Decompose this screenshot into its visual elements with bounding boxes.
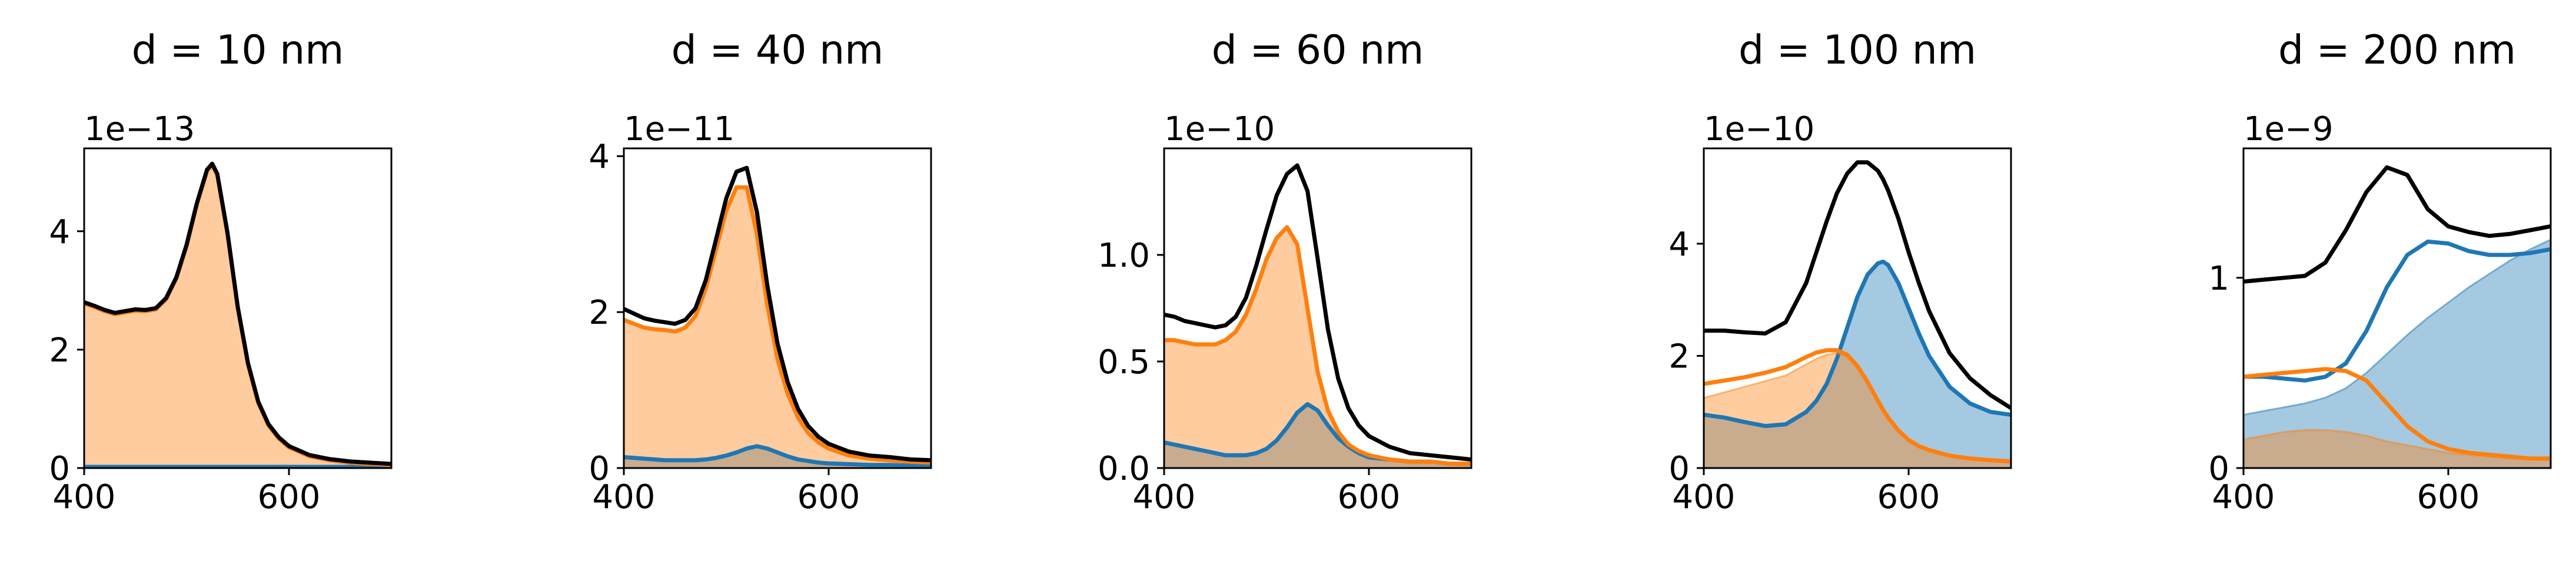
orange-series-line bbox=[2243, 367, 2551, 461]
orange-series-line bbox=[624, 185, 931, 465]
orange-fill-area bbox=[2243, 430, 2551, 468]
black-series-line bbox=[2243, 165, 2551, 284]
x-tick-label: 400 bbox=[1133, 478, 1196, 516]
x-tick-label: 400 bbox=[1673, 478, 1736, 516]
blue-series-line bbox=[2243, 239, 2551, 383]
subplot-title: d = 40 nm bbox=[672, 27, 884, 74]
subplot-5: 400 600 0 1 1e−9 d = 200 nm bbox=[2208, 27, 2552, 516]
y-tick-label: 0.5 bbox=[1098, 343, 1150, 381]
x-tick-label: 600 bbox=[797, 478, 860, 516]
y-tick-label: 0 bbox=[589, 450, 610, 488]
plot-area bbox=[1704, 160, 2011, 468]
y-tick-label: 2 bbox=[49, 331, 70, 370]
x-tick-label: 600 bbox=[2417, 478, 2480, 516]
y-tick-label: 4 bbox=[1668, 225, 1690, 264]
subplot-title: d = 10 nm bbox=[132, 27, 344, 74]
x-tick-label: 400 bbox=[2212, 478, 2275, 516]
orange-fill-area bbox=[624, 187, 931, 468]
subplot-title: d = 200 nm bbox=[2278, 27, 2516, 74]
x-tick-label: 600 bbox=[258, 478, 321, 516]
y-tick-label: 2 bbox=[1668, 337, 1690, 376]
orange-series-line bbox=[1164, 225, 1471, 466]
blue-series-line bbox=[1704, 259, 2011, 429]
subplot-1: 400 600 0 2 4 1e−13 d = 10 nm bbox=[49, 27, 393, 516]
black-series-line bbox=[624, 165, 931, 463]
blue-fill-area bbox=[2243, 240, 2551, 468]
axis-offset-label: 1e−10 bbox=[1704, 110, 1814, 148]
black-series-line bbox=[1164, 163, 1471, 462]
plot-area bbox=[2243, 165, 2551, 468]
blue-fill-area bbox=[624, 446, 931, 468]
orange-fill-area bbox=[1164, 227, 1471, 468]
y-tick-label: 0.0 bbox=[1098, 450, 1150, 488]
x-tick-label: 400 bbox=[593, 478, 656, 516]
plot-frame bbox=[623, 147, 932, 469]
y-tick-label: 0 bbox=[1668, 450, 1690, 488]
blue-series-line bbox=[2243, 238, 2551, 416]
y-tick-label: 0 bbox=[2208, 450, 2229, 488]
plot-area bbox=[1164, 163, 1471, 468]
plot-frame bbox=[1703, 147, 2012, 469]
axis-offset-label: 1e−9 bbox=[2243, 110, 2334, 148]
y-tick-label: 1.0 bbox=[1098, 237, 1150, 275]
blue-fill-area bbox=[1164, 404, 1471, 468]
axis-offset-label: 1e−10 bbox=[1164, 110, 1275, 148]
orange-fill-area bbox=[1704, 353, 2011, 468]
plot-frame bbox=[2242, 147, 2552, 469]
y-tick-label: 2 bbox=[589, 294, 610, 332]
x-tick-label: 600 bbox=[1877, 478, 1940, 516]
subplot-3: 400 600 0.0 0.5 1.0 1e−10 d = 60 nm bbox=[1098, 27, 1473, 516]
orange-series-line bbox=[1704, 348, 2011, 464]
y-tick-label: 4 bbox=[49, 213, 70, 251]
axis-offset-label: 1e−13 bbox=[84, 110, 195, 148]
plot-area bbox=[84, 161, 391, 468]
y-tick-label: 1 bbox=[2208, 260, 2229, 298]
y-tick-label: 0 bbox=[49, 450, 70, 488]
blue-series-line bbox=[624, 444, 931, 468]
plot-area bbox=[624, 165, 931, 468]
subplot-4: 400 600 0 2 4 1e−10 d = 100 nm bbox=[1668, 27, 2012, 516]
plot-frame bbox=[1163, 147, 1473, 469]
subplot-title: d = 60 nm bbox=[1212, 27, 1424, 74]
y-tick-label: 4 bbox=[589, 138, 610, 176]
plot-frame bbox=[83, 147, 393, 469]
x-tick-label: 600 bbox=[1338, 478, 1401, 516]
axis-offset-label: 1e−11 bbox=[624, 110, 734, 148]
subplot-2: 400 600 0 2 4 1e−11 d = 40 nm bbox=[589, 27, 932, 516]
x-tick-label: 400 bbox=[53, 478, 116, 516]
subplot-title: d = 100 nm bbox=[1739, 27, 1976, 74]
black-series-line bbox=[1704, 160, 2011, 410]
black-series-line bbox=[84, 161, 391, 466]
